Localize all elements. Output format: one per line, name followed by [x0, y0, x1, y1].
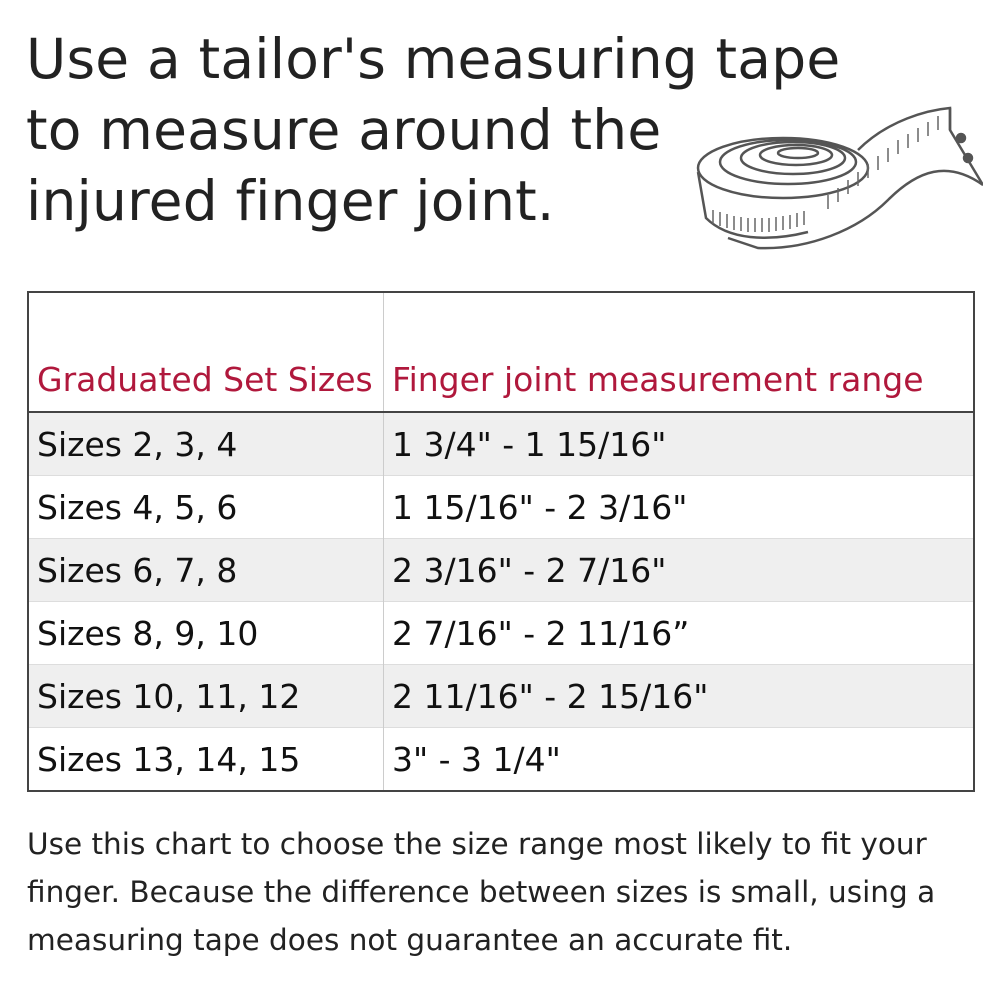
table-row: Sizes 10, 11, 12 2 11/16" - 2 15/16"	[28, 664, 974, 728]
range-cell: 2 11/16" - 2 15/16"	[383, 664, 974, 728]
title-line: to measure around the	[26, 98, 662, 162]
range-cell: 1 3/4" - 1 15/16"	[383, 411, 974, 476]
size-chart-table: Graduated Set Sizes Finger joint measure…	[27, 291, 975, 792]
range-cell: 2 3/16" - 2 7/16"	[383, 538, 974, 602]
range-cell: 2 7/16" - 2 11/16”	[383, 601, 974, 665]
sizes-cell: Sizes 13, 14, 15	[28, 727, 384, 791]
measuring-tape-icon	[696, 106, 983, 250]
range-cell: 3" - 3 1/4"	[383, 727, 974, 791]
range-cell: 1 15/16" - 2 3/16"	[383, 475, 974, 539]
table-row: Sizes 2, 3, 4 1 3/4" - 1 15/16"	[28, 411, 974, 476]
sizes-cell: Sizes 10, 11, 12	[28, 664, 384, 728]
table-row: Sizes 4, 5, 6 1 15/16" - 2 3/16"	[28, 475, 974, 539]
column-header-sizes: Graduated Set Sizes	[28, 292, 384, 413]
sizes-cell: Sizes 2, 3, 4	[28, 411, 384, 476]
table-header-row: Graduated Set Sizes Finger joint measure…	[28, 292, 974, 413]
table-row: Sizes 13, 14, 15 3" - 3 1/4"	[28, 727, 974, 791]
title-line: Use a tailor's measuring tape	[26, 27, 841, 91]
title-line: injured finger joint.	[26, 169, 555, 233]
footer-note: Use this chart to choose the size range …	[27, 827, 936, 957]
sizes-cell: Sizes 8, 9, 10	[28, 601, 384, 665]
sizes-cell: Sizes 6, 7, 8	[28, 538, 384, 602]
table-row: Sizes 8, 9, 10 2 7/16" - 2 11/16”	[28, 601, 974, 665]
page-title: Use a tailor's measuring tape to measure…	[26, 24, 840, 237]
table-row: Sizes 6, 7, 8 2 3/16" - 2 7/16"	[28, 538, 974, 602]
sizes-cell: Sizes 4, 5, 6	[28, 475, 384, 539]
column-header-range: Finger joint measurement range	[383, 292, 974, 413]
